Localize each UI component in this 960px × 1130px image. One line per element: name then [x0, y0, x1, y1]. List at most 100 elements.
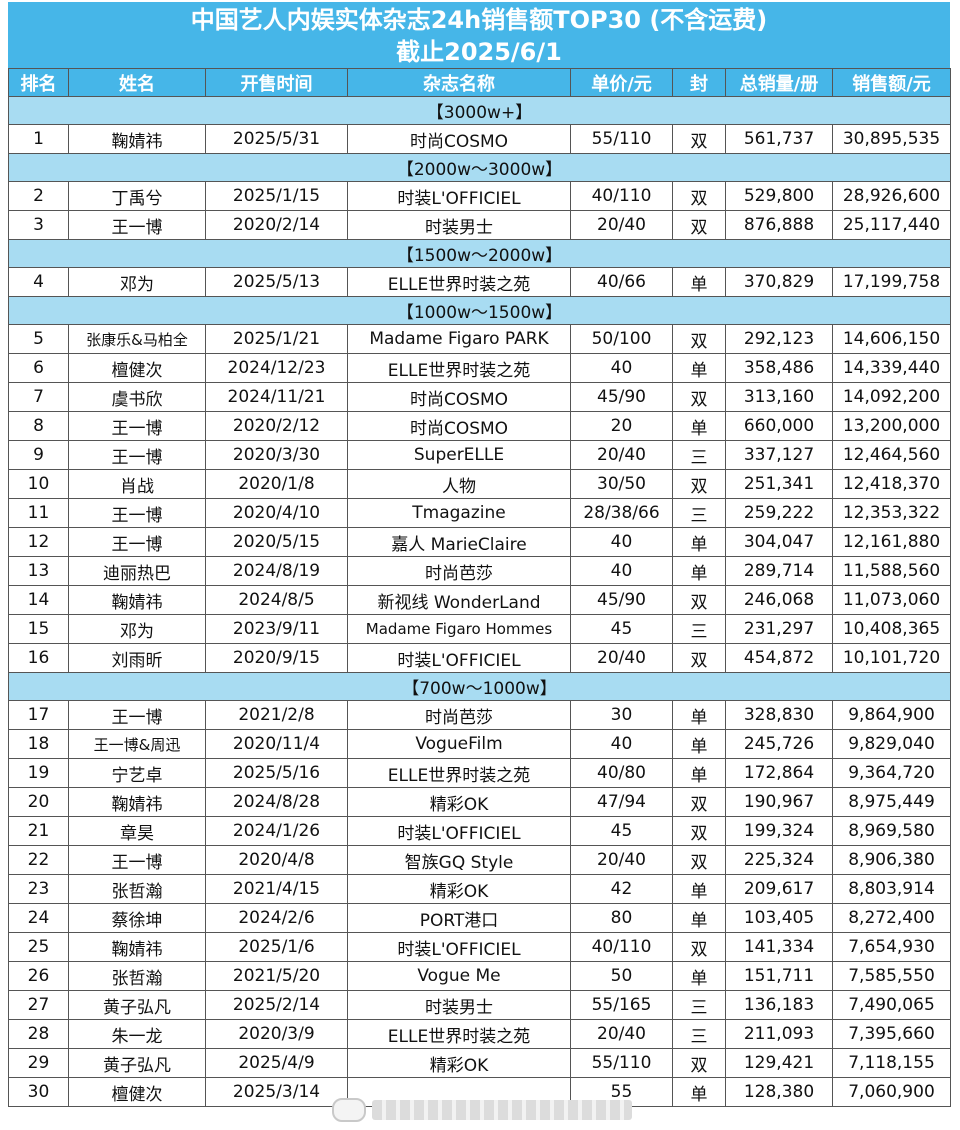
watermark: [332, 1097, 632, 1123]
cell-name: 王一博: [68, 210, 206, 240]
table-row: 19 宁艺卓 2025/5/16 ELLE世界时装之苑 40/80 单 172,864 9,3…: [8, 758, 951, 788]
cell-price: 20/40: [570, 643, 673, 673]
cell-name: 王一博: [68, 498, 206, 528]
section-band-label: 【3000w+】: [8, 96, 951, 125]
cell-sales: 25,117,440: [832, 210, 951, 240]
cell-rank: 11: [8, 498, 69, 528]
cell-magazine: 智族GQ Style: [347, 845, 571, 875]
section-band-label: 【700w～1000w】: [8, 672, 951, 701]
table-row: 22 王一博 2020/4/8 智族GQ Style 20/40 双 225,324 8,90…: [8, 845, 951, 875]
table-row: 2 丁禹兮 2025/1/15 时装L'OFFICIEL 40/110 双 529,800 2…: [8, 181, 951, 211]
cell-price: 28/38/66: [570, 498, 673, 528]
cell-sales: 10,101,720: [832, 643, 951, 673]
cell-rank: 26: [8, 961, 69, 991]
table-row: 5 张康乐&马柏全 2025/1/21 Madame Figaro PARK 50/10…: [8, 324, 951, 354]
cell-rank: 3: [8, 210, 69, 240]
cell-volume: 128,380: [725, 1077, 833, 1107]
cell-cover: 双: [672, 382, 726, 412]
cell-price: 20/40: [570, 1019, 673, 1049]
cell-date: 2021/2/8: [205, 700, 348, 730]
cell-cover: 三: [672, 614, 726, 644]
cell-volume: 231,297: [725, 614, 833, 644]
cell-name: 鞠婧祎: [68, 585, 206, 615]
cell-name: 虞书欣: [68, 382, 206, 412]
cell-price: 47/94: [570, 787, 673, 817]
cell-volume: 190,967: [725, 787, 833, 817]
cell-cover: 单: [672, 411, 726, 441]
cell-name: 张哲瀚: [68, 874, 206, 904]
cell-magazine: Madame Figaro PARK: [347, 324, 571, 354]
cell-volume: 245,726: [725, 729, 833, 759]
cell-sales: 12,161,880: [832, 527, 951, 557]
cell-cover: 双: [672, 585, 726, 615]
cell-volume: 209,617: [725, 874, 833, 904]
cell-magazine: 时装男士: [347, 990, 571, 1020]
cell-date: 2020/11/4: [205, 729, 348, 759]
cell-magazine: Vogue Me: [347, 961, 571, 991]
cell-price: 20/40: [570, 845, 673, 875]
cell-volume: 199,324: [725, 816, 833, 846]
cell-magazine: 时尚COSMO: [347, 411, 571, 441]
cell-sales: 9,364,720: [832, 758, 951, 788]
cell-rank: 29: [8, 1048, 69, 1078]
cell-magazine: 时装L'OFFICIEL: [347, 816, 571, 846]
cell-magazine: ELLE世界时装之苑: [347, 353, 571, 383]
cell-name: 邓为: [68, 267, 206, 297]
cell-magazine: 时尚COSMO: [347, 124, 571, 154]
cell-rank: 24: [8, 903, 69, 933]
cell-volume: 292,123: [725, 324, 833, 354]
cell-date: 2024/1/26: [205, 816, 348, 846]
cell-rank: 14: [8, 585, 69, 615]
cell-cover: 双: [672, 1048, 726, 1078]
cell-cover: 双: [672, 210, 726, 240]
cell-cover: 单: [672, 903, 726, 933]
sheet-subtitle: 截止2025/6/1: [396, 38, 562, 66]
cell-cover: 单: [672, 758, 726, 788]
cell-cover: 双: [672, 643, 726, 673]
cell-cover: 双: [672, 469, 726, 499]
cell-price: 40/66: [570, 267, 673, 297]
cell-sales: 12,353,322: [832, 498, 951, 528]
cell-sales: 8,272,400: [832, 903, 951, 933]
cell-sales: 8,803,914: [832, 874, 951, 904]
cell-sales: 11,073,060: [832, 585, 951, 615]
cell-name: 王一博: [68, 845, 206, 875]
table-row: 25 鞠婧祎 2025/1/6 时装L'OFFICIEL 40/110 双 141,334 7…: [8, 932, 951, 962]
cell-rank: 30: [8, 1077, 69, 1107]
cell-price: 40: [570, 729, 673, 759]
cell-volume: 561,737: [725, 124, 833, 154]
cell-date: 2025/2/14: [205, 990, 348, 1020]
table-row: 3 王一博 2020/2/14 时装男士 20/40 双 876,888 25,117,440: [8, 210, 951, 240]
cell-rank: 10: [8, 469, 69, 499]
header-price: 单价/元: [570, 68, 673, 97]
table-row: 9 王一博 2020/3/30 SuperELLE 20/40 三 337,127 12,46…: [8, 440, 951, 470]
table-row: 26 张哲瀚 2021/5/20 Vogue Me 50 单 151,711 7,585,55…: [8, 961, 951, 991]
cell-volume: 251,341: [725, 469, 833, 499]
cell-sales: 14,092,200: [832, 382, 951, 412]
cell-price: 30: [570, 700, 673, 730]
cell-magazine: 时尚芭莎: [347, 700, 571, 730]
cell-price: 45: [570, 816, 673, 846]
cell-date: 2025/5/13: [205, 267, 348, 297]
cell-cover: 三: [672, 498, 726, 528]
cell-name: 檀健次: [68, 1077, 206, 1107]
cell-rank: 27: [8, 990, 69, 1020]
cell-volume: 246,068: [725, 585, 833, 615]
sheet-title: 中国艺人内娱实体杂志24h销售额TOP30 (不含运费): [190, 6, 768, 34]
cell-name: 黄子弘凡: [68, 990, 206, 1020]
header-name: 姓名: [68, 68, 206, 97]
cell-price: 45/90: [570, 382, 673, 412]
cell-volume: 225,324: [725, 845, 833, 875]
cell-cover: 双: [672, 787, 726, 817]
cell-name: 刘雨昕: [68, 643, 206, 673]
cell-sales: 7,395,660: [832, 1019, 951, 1049]
cell-cover: 三: [672, 440, 726, 470]
cell-rank: 12: [8, 527, 69, 557]
table-row: 15 邓为 2023/9/11 Madame Figaro Hommes 45 三 231,…: [8, 614, 951, 644]
section-band: 【2000w～3000w】: [8, 153, 951, 182]
cell-volume: 172,864: [725, 758, 833, 788]
table-row: 12 王一博 2020/5/15 嘉人 MarieClaire 40 单 304,047 12…: [8, 527, 951, 557]
cell-cover: 单: [672, 874, 726, 904]
cell-date: 2024/12/23: [205, 353, 348, 383]
cell-name: 宁艺卓: [68, 758, 206, 788]
